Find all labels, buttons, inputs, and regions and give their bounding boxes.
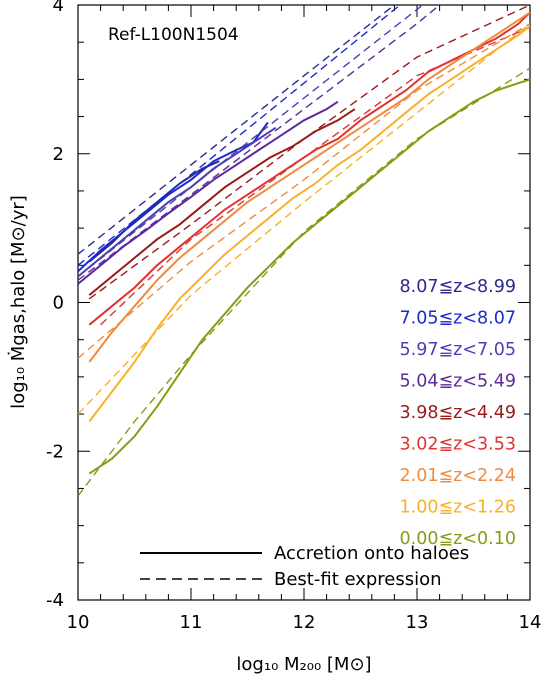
legend-label: Best-fit expression [274, 569, 442, 590]
axis-ticks [77, 4, 531, 601]
best-fit-line [78, 5, 441, 281]
x-tick-label: 13 [406, 612, 429, 633]
y-tick-label: 4 [53, 0, 64, 16]
y-tick-label: 2 [53, 144, 64, 165]
accretion-line [88, 160, 220, 263]
accretion-line [88, 11, 530, 326]
series-label: 3.02≦z<3.53 [400, 435, 516, 455]
y-tick-label: -4 [46, 590, 64, 611]
legend: Accretion onto haloes Best-fit expression [140, 543, 469, 590]
accretion-line [78, 126, 277, 278]
x-tick-label: 14 [519, 612, 542, 633]
series-label: 5.04≦z<5.49 [400, 372, 516, 392]
x-axis-label: log₁₀ M₂₀₀ [M⊙] [236, 654, 371, 675]
legend-label: Accretion onto haloes [274, 543, 469, 564]
accretion-line [88, 108, 356, 296]
series-labels: 8.07≦z<8.99 7.05≦z<8.07 5.97≦z<7.05 5.04≦z<… [400, 277, 516, 549]
series-lines [78, 5, 530, 497]
accretion-line [88, 11, 530, 363]
series-label: 8.07≦z<8.99 [400, 277, 516, 297]
best-fit-line [88, 5, 530, 300]
x-tick-label: 12 [293, 612, 316, 633]
best-fit-line [78, 67, 530, 497]
y-tick-label: 0 [53, 293, 64, 314]
series-label: 0.00≦z<0.10 [400, 529, 516, 549]
series-label: 5.97≦z<7.05 [400, 340, 516, 360]
best-fit-line [78, 22, 530, 359]
accretion-line [78, 100, 339, 285]
series-label: 2.01≦z<2.24 [400, 466, 516, 486]
best-fit-line [78, 5, 401, 266]
series-label: 7.05≦z<8.07 [400, 309, 516, 329]
best-fit-line [78, 5, 424, 278]
y-axis-label: log₁₀ Ṁgas,halo [M⊙/yr] [8, 195, 29, 409]
axis-tick-labels: 10 11 12 13 14 -4 -2 0 2 4 [46, 0, 541, 633]
accretion-line [78, 121, 269, 273]
best-fit-line [78, 5, 395, 255]
accretion-line [88, 25, 530, 423]
x-tick-label: 11 [180, 612, 203, 633]
series-label: 3.98≦z<4.49 [400, 403, 516, 423]
x-tick-label: 10 [67, 612, 90, 633]
chart-annotation: Ref-L100N1504 [108, 25, 239, 45]
accretion-line [88, 78, 530, 475]
series-label: 1.00≦z<1.26 [400, 498, 516, 518]
y-tick-label: -2 [46, 441, 64, 462]
